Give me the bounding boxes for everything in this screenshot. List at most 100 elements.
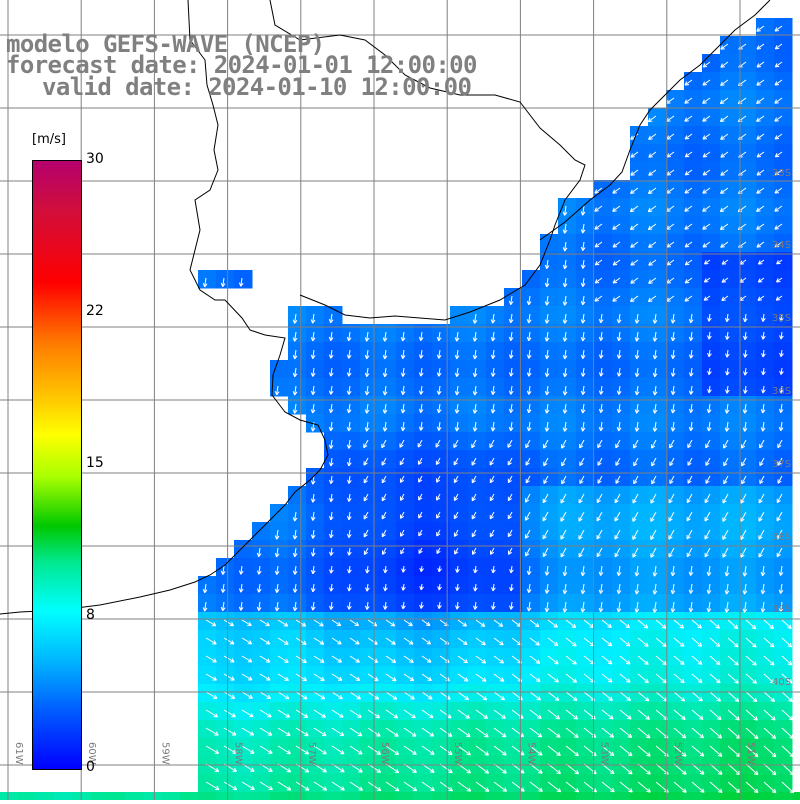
speed-cell bbox=[360, 432, 379, 451]
speed-cell bbox=[306, 522, 325, 541]
speed-cell bbox=[306, 360, 325, 379]
speed-cell bbox=[576, 594, 595, 613]
speed-cell bbox=[504, 576, 523, 595]
speed-cell bbox=[774, 126, 793, 145]
speed-cell bbox=[738, 234, 757, 253]
speed-cell bbox=[252, 792, 271, 800]
speed-cell bbox=[684, 306, 703, 325]
speed-cell bbox=[396, 360, 415, 379]
speed-cell bbox=[342, 576, 361, 595]
longitude-label: 52W bbox=[672, 742, 683, 765]
speed-cell bbox=[792, 792, 800, 800]
speed-cell bbox=[630, 360, 649, 379]
speed-cell bbox=[522, 360, 541, 379]
speed-cell bbox=[648, 198, 667, 217]
speed-cell bbox=[648, 144, 667, 163]
speed-cell bbox=[756, 792, 775, 800]
speed-cell bbox=[522, 414, 541, 433]
speed-cell bbox=[324, 414, 343, 433]
speed-cell bbox=[648, 396, 667, 415]
speed-cell bbox=[486, 522, 505, 541]
latitude-label: 38S bbox=[772, 532, 791, 543]
speed-cell bbox=[288, 792, 307, 800]
speed-cell bbox=[648, 594, 667, 613]
speed-cell bbox=[342, 378, 361, 397]
speed-cell bbox=[540, 288, 559, 307]
speed-cell bbox=[684, 162, 703, 181]
speed-cell bbox=[378, 432, 397, 451]
speed-cell bbox=[432, 468, 451, 487]
speed-cell bbox=[684, 342, 703, 361]
speed-cell bbox=[576, 558, 595, 577]
speed-cell bbox=[342, 540, 361, 559]
speed-cell bbox=[684, 576, 703, 595]
speed-cell bbox=[288, 360, 307, 379]
speed-cell bbox=[684, 432, 703, 451]
speed-cell bbox=[756, 270, 775, 289]
speed-cell bbox=[288, 504, 307, 523]
speed-cell bbox=[486, 414, 505, 433]
speed-cell bbox=[342, 792, 361, 800]
speed-cell bbox=[630, 594, 649, 613]
wind-speed-field bbox=[0, 18, 800, 800]
speed-cell bbox=[450, 360, 469, 379]
speed-cell bbox=[522, 288, 541, 307]
speed-cell bbox=[594, 216, 613, 235]
speed-cell bbox=[486, 342, 505, 361]
speed-cell bbox=[450, 792, 469, 800]
speed-cell bbox=[720, 306, 739, 325]
speed-cell bbox=[378, 468, 397, 487]
speed-cell bbox=[342, 360, 361, 379]
speed-cell bbox=[702, 72, 721, 91]
speed-cell bbox=[720, 342, 739, 361]
speed-cell bbox=[270, 558, 289, 577]
speed-cell bbox=[756, 558, 775, 577]
speed-cell bbox=[738, 432, 757, 451]
speed-cell bbox=[504, 342, 523, 361]
speed-cell bbox=[684, 180, 703, 199]
speed-cell bbox=[468, 468, 487, 487]
speed-cell bbox=[774, 270, 793, 289]
speed-cell bbox=[738, 558, 757, 577]
speed-cell bbox=[342, 558, 361, 577]
speed-cell bbox=[684, 450, 703, 469]
speed-cell bbox=[288, 558, 307, 577]
speed-cell bbox=[432, 396, 451, 415]
speed-cell bbox=[468, 522, 487, 541]
speed-cell bbox=[414, 414, 433, 433]
speed-cell bbox=[774, 414, 793, 433]
speed-cell bbox=[612, 342, 631, 361]
speed-cell bbox=[198, 594, 217, 613]
speed-cell bbox=[612, 792, 631, 800]
speed-cell bbox=[324, 558, 343, 577]
speed-cell bbox=[540, 450, 559, 469]
speed-cell bbox=[216, 792, 235, 800]
speed-cell bbox=[666, 234, 685, 253]
speed-cell bbox=[648, 216, 667, 235]
speed-cell bbox=[774, 396, 793, 415]
speed-cell bbox=[720, 576, 739, 595]
speed-cell bbox=[612, 288, 631, 307]
speed-cell bbox=[306, 576, 325, 595]
speed-cell bbox=[612, 180, 631, 199]
speed-cell bbox=[414, 792, 433, 800]
speed-cell bbox=[738, 72, 757, 91]
latitude-label: 37S bbox=[772, 459, 791, 470]
speed-cell bbox=[468, 450, 487, 469]
speed-cell bbox=[504, 414, 523, 433]
speed-cell bbox=[486, 594, 505, 613]
speed-cell bbox=[378, 522, 397, 541]
speed-cell bbox=[252, 522, 271, 541]
speed-cell bbox=[666, 108, 685, 127]
speed-cell bbox=[504, 522, 523, 541]
speed-cell bbox=[468, 378, 487, 397]
speed-cell bbox=[540, 432, 559, 451]
speed-cell bbox=[234, 792, 253, 800]
speed-cell bbox=[702, 378, 721, 397]
speed-cell bbox=[738, 36, 757, 55]
speed-cell bbox=[738, 252, 757, 271]
speed-cell bbox=[432, 360, 451, 379]
speed-cell bbox=[324, 522, 343, 541]
speed-cell bbox=[594, 342, 613, 361]
